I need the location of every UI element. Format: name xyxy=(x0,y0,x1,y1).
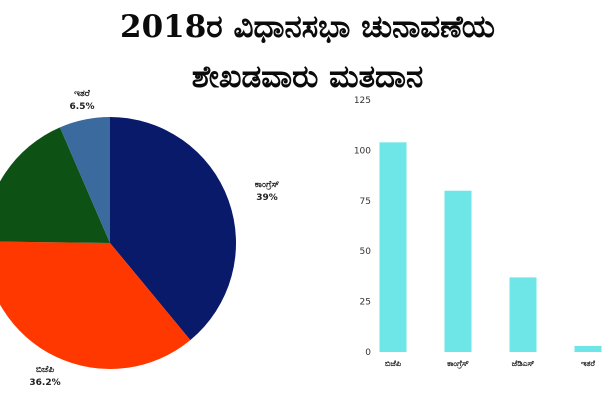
x-tick-label: ಜೆಡಿಎಸ್ xyxy=(512,359,535,368)
y-tick-label: 75 xyxy=(360,197,371,207)
pie-slice-percent: 36.2% xyxy=(29,378,60,388)
y-tick-label: 125 xyxy=(354,96,371,106)
pie-slice xyxy=(110,117,236,341)
bar xyxy=(444,190,472,352)
pie-slice-label: ಕಾಂಗ್ರೆಸ್ xyxy=(255,179,280,191)
pie-slice-percent: 6.5% xyxy=(70,102,95,112)
bar xyxy=(379,142,407,352)
bars xyxy=(379,142,602,352)
pie-slices xyxy=(0,117,236,369)
chart-title-line-2: ಶೇಖಡವಾರು ಮತದಾನ xyxy=(191,59,424,95)
pie-slice xyxy=(0,241,191,369)
y-axis-ticks: 0 25 50 75 100 125 xyxy=(354,96,371,358)
pie-labels: ಕಾಂಗ್ರೆಸ್ 39% ಬಿಜೆಪಿ 36.2% ಇತರೆ 6.5% xyxy=(29,88,279,388)
y-tick-label: 25 xyxy=(360,298,371,308)
bar xyxy=(574,345,602,352)
pie-slice-percent: 39% xyxy=(256,193,278,203)
x-axis-labels: ಬಿಜೆಪಿ ಕಾಂಗ್ರೆಸ್ ಜೆಡಿಎಸ್ ಇತರೆ xyxy=(385,359,596,369)
x-tick-label: ಕಾಂಗ್ರೆಸ್ xyxy=(447,359,469,369)
x-tick-label: ಬಿಜೆಪಿ xyxy=(385,359,401,368)
y-tick-label: 50 xyxy=(360,247,372,257)
bar xyxy=(509,277,537,352)
y-tick-label: 100 xyxy=(354,146,371,156)
pie-slice-label: ಬಿಜೆಪಿ xyxy=(36,364,54,375)
pie-slice-label: ಇತರೆ xyxy=(74,88,90,99)
chart-title-line-1: 2018ರ ವಿಧಾನಸಭಾ ಚುನಾವಣೆಯ xyxy=(120,9,495,45)
x-tick-label: ಇತರೆ xyxy=(581,359,596,368)
pie-slice xyxy=(59,117,110,243)
pie-slice xyxy=(0,127,110,243)
y-tick-label: 0 xyxy=(365,348,371,358)
